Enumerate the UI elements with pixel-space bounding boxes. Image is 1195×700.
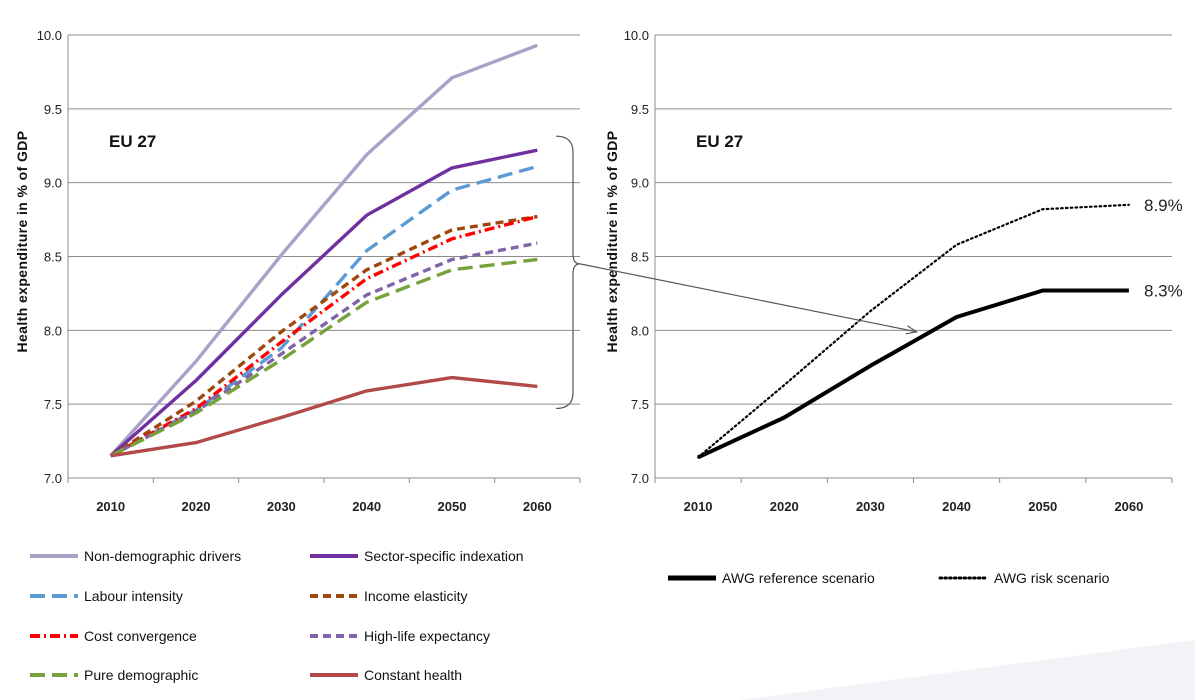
left-chart-panel: 7.0 7.5 8.0 8.5 9.0 9.5 10.0 2010 2020 2030 2040 20… xyxy=(14,28,581,514)
series-line-pure-demographic xyxy=(109,257,538,458)
y-tick-label: 10.0 xyxy=(624,28,649,43)
x-tick-label: 2030 xyxy=(856,499,885,514)
right-chart-panel: 7.0 7.5 8.0 8.5 9.0 9.5 10.0 2010 2020 2030 2040 20… xyxy=(604,28,1183,514)
bracket-and-arrow xyxy=(555,135,919,410)
legend-label-awg-risk-scenario: AWG risk scenario xyxy=(994,570,1110,586)
y-tick-label: 9.0 xyxy=(631,176,649,191)
legend-label-non-demographic-drivers: Non-demographic drivers xyxy=(84,548,241,564)
y-tick-label: 7.0 xyxy=(631,471,649,486)
arrow-head xyxy=(905,325,919,335)
y-tick-label: 8.5 xyxy=(44,250,62,265)
legend-label-income-elasticity: Income elasticity xyxy=(364,588,467,604)
x-tick-label: 2010 xyxy=(96,499,125,514)
y-tick-label: 7.5 xyxy=(44,397,62,412)
x-tick-label: 2040 xyxy=(352,499,381,514)
background-corner-shade xyxy=(740,640,1195,700)
y-tick-label: 10.0 xyxy=(37,28,62,43)
series-line-constant-health xyxy=(110,375,538,458)
arrow-line xyxy=(579,263,917,333)
series-line-income-elasticity xyxy=(109,214,538,458)
y-tick-label: 8.5 xyxy=(631,250,649,265)
end-value-label-awg-reference-scenario: 8.3% xyxy=(1144,281,1183,300)
x-tick-label: 2020 xyxy=(182,499,211,514)
series-line-labour-intensity xyxy=(109,164,538,458)
y-tick-label: 9.0 xyxy=(44,176,62,191)
y-axis-label: Health expenditure in % of GDP xyxy=(604,130,620,352)
x-tick-label: 2010 xyxy=(684,499,713,514)
legend-label-cost-convergence: Cost convergence xyxy=(84,628,197,644)
end-value-label-awg-risk-scenario: 8.9% xyxy=(1144,196,1183,215)
legend-label-sector-specific-indexation: Sector-specific indexation xyxy=(364,548,524,564)
legend-label-high-life-expectancy: High-life expectancy xyxy=(364,628,490,644)
right-legend: AWG reference scenario AWG risk scenario xyxy=(668,570,1110,586)
series-line-sector-specific-indexation xyxy=(109,148,538,458)
y-tick-label: 7.5 xyxy=(631,397,649,412)
x-tick-label: 2050 xyxy=(1028,499,1057,514)
series-line-awg-reference-scenario xyxy=(697,288,1129,460)
x-tick-label: 2060 xyxy=(523,499,552,514)
series-line-awg-risk-scenario xyxy=(696,203,1131,459)
panel-title: EU 27 xyxy=(109,132,156,151)
legend-label-pure-demographic: Pure demographic xyxy=(84,667,198,683)
x-tick-label: 2030 xyxy=(267,499,296,514)
y-tick-label: 8.0 xyxy=(44,323,62,338)
left-legend: Non-demographic drivers Sector-specific i… xyxy=(30,548,524,683)
bracket xyxy=(555,135,581,410)
x-tick-label: 2020 xyxy=(770,499,799,514)
series-line-non-demographic-drivers xyxy=(109,43,538,457)
x-tick-label: 2060 xyxy=(1114,499,1143,514)
panel-title: EU 27 xyxy=(696,132,743,151)
legend-label-constant-health: Constant health xyxy=(364,667,462,683)
y-tick-label: 8.0 xyxy=(631,323,649,338)
x-tick-label: 2050 xyxy=(438,499,467,514)
y-tick-label: 7.0 xyxy=(44,471,62,486)
y-tick-label: 9.5 xyxy=(44,102,62,117)
y-axis-label: Health expenditure in % of GDP xyxy=(14,130,30,352)
series-line-cost-convergence xyxy=(109,214,538,458)
legend-label-labour-intensity: Labour intensity xyxy=(84,588,183,604)
x-tick-label: 2040 xyxy=(942,499,971,514)
y-tick-label: 9.5 xyxy=(631,102,649,117)
legend-label-awg-reference-scenario: AWG reference scenario xyxy=(722,570,875,586)
